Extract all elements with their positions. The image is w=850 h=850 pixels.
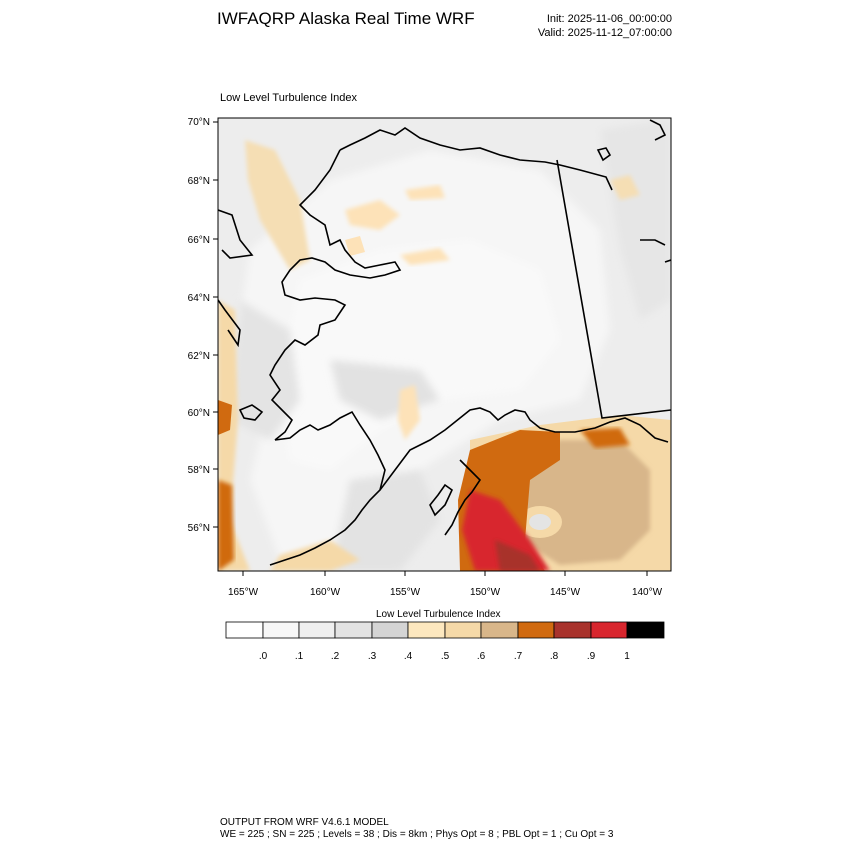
valid-time: Valid: 2025-11-12_07:00:00	[537, 27, 672, 39]
lon-label: 160°W	[310, 587, 341, 598]
map-subtitle: Low Level Turbulence Index	[220, 92, 357, 104]
colorbar-box	[626, 621, 665, 639]
lat-label: 60°N	[188, 408, 210, 419]
colorbar-box	[553, 621, 592, 639]
lat-label: 68°N	[188, 176, 210, 187]
footer-model-line: OUTPUT FROM WRF V4.6.1 MODEL	[220, 817, 389, 828]
lat-label: 62°N	[188, 351, 210, 362]
colorbar-box	[480, 621, 519, 639]
lon-label: 150°W	[470, 587, 501, 598]
colorbar-label: .7	[514, 651, 523, 662]
colorbar-box	[225, 621, 264, 639]
colorbar-box	[444, 621, 482, 639]
lat-label: 56°N	[188, 523, 210, 534]
lat-ticks	[213, 121, 218, 528]
colorbar-label: .2	[331, 651, 340, 662]
lat-label: 58°N	[188, 465, 210, 476]
lon-labels: 165°W 160°W 155°W 150°W 145°W 140°W	[228, 587, 663, 598]
colorbar-labels: .0 .1 .2 .3 .4 .5 .6 .7 .8 .9 1	[259, 651, 630, 662]
lat-label: 64°N	[188, 293, 210, 304]
colorbar-label: .0	[259, 651, 268, 662]
colorbar-box	[262, 621, 300, 639]
colorbar-label: .1	[295, 651, 304, 662]
lat-label: 66°N	[188, 235, 210, 246]
colorbar-label: .5	[441, 651, 450, 662]
colorbar-label: .8	[550, 651, 559, 662]
colorbar-box	[371, 621, 409, 639]
map-frame	[217, 117, 672, 572]
colorbar-box	[517, 621, 555, 639]
turbulence-field	[218, 118, 671, 571]
colorbar-label: .6	[477, 651, 486, 662]
colorbar-label: .3	[368, 651, 377, 662]
lat-labels: 70°N 68°N 66°N 64°N 62°N 60°N 58°N 56°N	[188, 117, 210, 534]
lon-label: 145°W	[550, 587, 581, 598]
lat-label: 70°N	[188, 117, 210, 128]
init-time: Init: 2025-11-06_00:00:00	[546, 13, 672, 25]
colorbar-box	[298, 621, 336, 639]
colorbar-label: .4	[404, 651, 413, 662]
colorbar-title: Low Level Turbulence Index	[376, 609, 501, 620]
coastline	[218, 119, 671, 566]
page-title: IWFAQRP Alaska Real Time WRF	[217, 9, 475, 28]
colorbar	[225, 621, 665, 639]
footer-config-line: WE = 225 ; SN = 225 ; Levels = 38 ; Dis …	[220, 829, 614, 840]
colorbar-box	[334, 621, 373, 639]
colorbar-box	[407, 621, 446, 639]
lon-label: 165°W	[228, 587, 259, 598]
colorbar-box	[590, 621, 628, 639]
lon-ticks	[242, 571, 648, 576]
lon-label: 155°W	[390, 587, 421, 598]
colorbar-label: .9	[587, 651, 596, 662]
colorbar-label: 1	[624, 651, 630, 662]
lon-label: 140°W	[632, 587, 663, 598]
